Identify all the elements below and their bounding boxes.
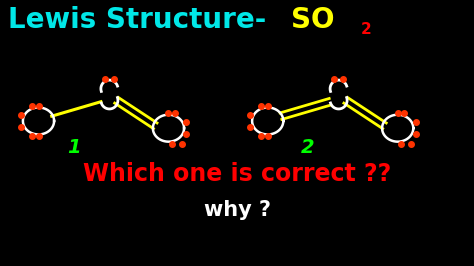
Text: SO: SO (292, 6, 335, 34)
Text: Lewis Structure-: Lewis Structure- (8, 6, 266, 34)
Text: Which one is correct ??: Which one is correct ?? (83, 162, 391, 186)
Text: why ?: why ? (203, 200, 271, 220)
Text: 2: 2 (361, 22, 372, 37)
Text: 1: 1 (67, 138, 81, 157)
Text: 2: 2 (301, 138, 315, 157)
